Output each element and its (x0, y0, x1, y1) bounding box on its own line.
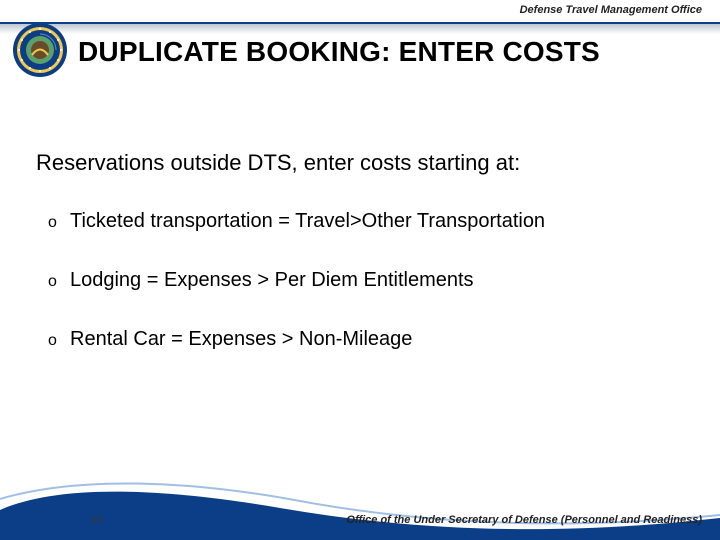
header-org-label: Defense Travel Management Office (520, 4, 702, 16)
dod-seal-icon (12, 22, 68, 78)
bullet-text: Ticketed transportation = Travel>Other T… (70, 210, 545, 233)
bullet-item: o Rental Car = Expenses > Non-Mileage (48, 328, 684, 351)
footer-office-line: Office of the Under Secretary of Defense… (346, 514, 702, 526)
bullet-text: Rental Car = Expenses > Non-Mileage (70, 328, 412, 351)
bullet-item: o Lodging = Expenses > Per Diem Entitlem… (48, 269, 684, 292)
slide: Defense Travel Management Office DUPLICA… (0, 0, 720, 540)
bullet-item: o Ticketed transportation = Travel>Other… (48, 210, 684, 233)
bullet-marker: o (48, 273, 70, 291)
footer-swoosh-icon (0, 470, 720, 540)
bullet-text: Lodging = Expenses > Per Diem Entitlemen… (70, 269, 474, 292)
bullet-marker: o (48, 214, 70, 232)
intro-text: Reservations outside DTS, enter costs st… (36, 150, 684, 176)
page-number: 34 (90, 514, 102, 526)
header-shadow (0, 24, 720, 34)
bullet-marker: o (48, 332, 70, 350)
slide-title: DUPLICATE BOOKING: ENTER COSTS (78, 36, 600, 68)
bullet-list: o Ticketed transportation = Travel>Other… (48, 210, 684, 387)
